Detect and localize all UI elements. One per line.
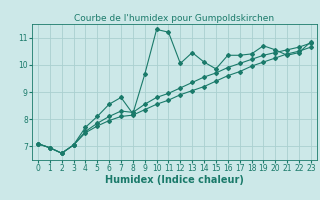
X-axis label: Humidex (Indice chaleur): Humidex (Indice chaleur)	[105, 175, 244, 185]
Title: Courbe de l'humidex pour Gumpoldskirchen: Courbe de l'humidex pour Gumpoldskirchen	[74, 14, 275, 23]
